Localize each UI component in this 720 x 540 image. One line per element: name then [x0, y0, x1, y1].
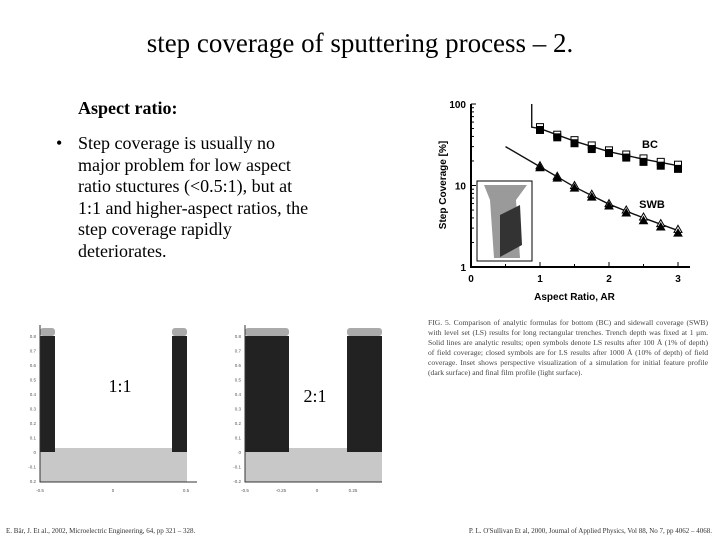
x-tick-label: 0.25: [349, 488, 358, 493]
trench-wall: [40, 336, 55, 452]
x-tick-label: -0.25: [276, 488, 287, 493]
y-tick-label: 100: [449, 100, 466, 111]
x-tick-label: 3: [675, 274, 681, 285]
bullet-item: • Step coverage is usually no major prob…: [56, 133, 396, 262]
y-tick-label: 0.5: [235, 378, 242, 383]
simulation-plots: 0.8 0.7 0.6 0.5 0.4 0.3 0.2 0.1 0 -0.1 0.2 -0.5 0 0.5…: [28, 325, 382, 493]
y-tick-label: 1: [460, 263, 466, 274]
closed-triangle-marker: [638, 215, 649, 225]
trench-wall: [245, 336, 289, 452]
closed-square-marker: [639, 157, 648, 166]
y-tick-label: 0.3: [30, 407, 37, 412]
y-tick-label: 0.6: [235, 363, 242, 368]
closed-triangle-marker: [621, 207, 632, 217]
closed-triangle-marker: [586, 192, 597, 201]
y-tick-label: 0.6: [30, 363, 37, 368]
substrate: [40, 452, 187, 482]
closed-square-marker: [674, 164, 682, 173]
y-tick-label: 0.4: [30, 392, 37, 397]
trench-wall: [172, 336, 187, 452]
x-tick-label: -0.5: [36, 488, 44, 493]
x-tick-label: 0.5: [183, 488, 190, 493]
y-tick-label: 0.8: [235, 334, 242, 339]
film-top: [347, 328, 382, 336]
series-label-bc: BC: [642, 139, 658, 151]
closed-triangle-marker: [604, 201, 614, 210]
trench-wall: [347, 336, 382, 452]
closed-triangle-marker: [655, 221, 666, 231]
footer-reference-left: E. Bär, J. Et al., 2002, Microelectric E…: [6, 527, 196, 535]
y-axis-label: Step Coverage [%]: [438, 141, 449, 229]
film-top: [40, 328, 55, 336]
closed-square-marker: [622, 153, 631, 162]
film-bottom: [40, 448, 187, 452]
sim-axes: [244, 325, 382, 483]
closed-square-marker: [536, 125, 544, 134]
series-label-swb: SWB: [639, 199, 665, 211]
y-tick-label: -0.2: [233, 479, 241, 484]
film-bottom: [245, 448, 382, 452]
film-top: [172, 328, 187, 336]
film-top: [245, 328, 289, 336]
closed-square-marker: [587, 145, 596, 154]
inset-trench-shadow: [500, 205, 522, 257]
aspect-ratio-label: 2:1: [303, 386, 326, 406]
x-tick-label: 1: [537, 274, 543, 285]
closed-square-marker: [605, 149, 613, 158]
y-tick-label: 0: [238, 450, 241, 455]
closed-triangle-marker: [569, 183, 580, 192]
x-tick-label: 0: [112, 488, 115, 493]
x-tick-label: 0: [316, 488, 319, 493]
figure-caption: FIG. 5. Comparison of analytic formulas …: [428, 318, 708, 377]
x-tick-label: -0.5: [241, 488, 249, 493]
y-tick-label: 0.5: [30, 378, 37, 383]
x-tick-label: 0: [468, 274, 474, 285]
y-tick-label: 0.7: [30, 349, 37, 354]
closed-triangle-marker: [552, 173, 563, 182]
y-tick-label: 0.1: [30, 436, 37, 441]
y-tick-label: 0.1: [235, 436, 242, 441]
substrate: [245, 452, 382, 482]
sim-axes: [39, 325, 197, 483]
section-heading: Aspect ratio:: [78, 98, 178, 118]
y-tick-label: -0.1: [28, 465, 36, 470]
x-tick-label: 2: [606, 274, 612, 285]
y-tick-label: 0.4: [235, 392, 242, 397]
closed-square-marker: [570, 139, 579, 148]
footer-reference-right: P. L. O'Sullivan Et al, 2000, Journal of…: [468, 527, 712, 535]
aspect-ratio-label: 1:1: [108, 376, 131, 396]
x-axis-label: Aspect Ratio, AR: [534, 292, 616, 303]
closed-triangle-marker: [535, 162, 545, 172]
bullet-marker: •: [56, 133, 63, 153]
y-tick-label: -0.1: [233, 465, 241, 470]
slide-title: step coverage of sputtering process – 2.: [146, 28, 574, 58]
closed-triangle-marker: [673, 228, 683, 237]
y-tick-label: 0.2: [30, 421, 37, 426]
y-tick-label: 0.2: [30, 479, 37, 484]
closed-square-marker: [553, 133, 562, 142]
y-tick-label: 0.8: [30, 334, 37, 339]
y-tick-label: 0: [33, 450, 36, 455]
y-tick-label: 10: [455, 182, 467, 193]
y-tick-label: 0.7: [235, 349, 242, 354]
closed-square-marker: [656, 161, 665, 170]
y-tick-label: 0.2: [235, 421, 242, 426]
y-tick-label: 0.3: [235, 407, 242, 412]
bullet-text: Step coverage is usually no major proble…: [78, 133, 309, 261]
